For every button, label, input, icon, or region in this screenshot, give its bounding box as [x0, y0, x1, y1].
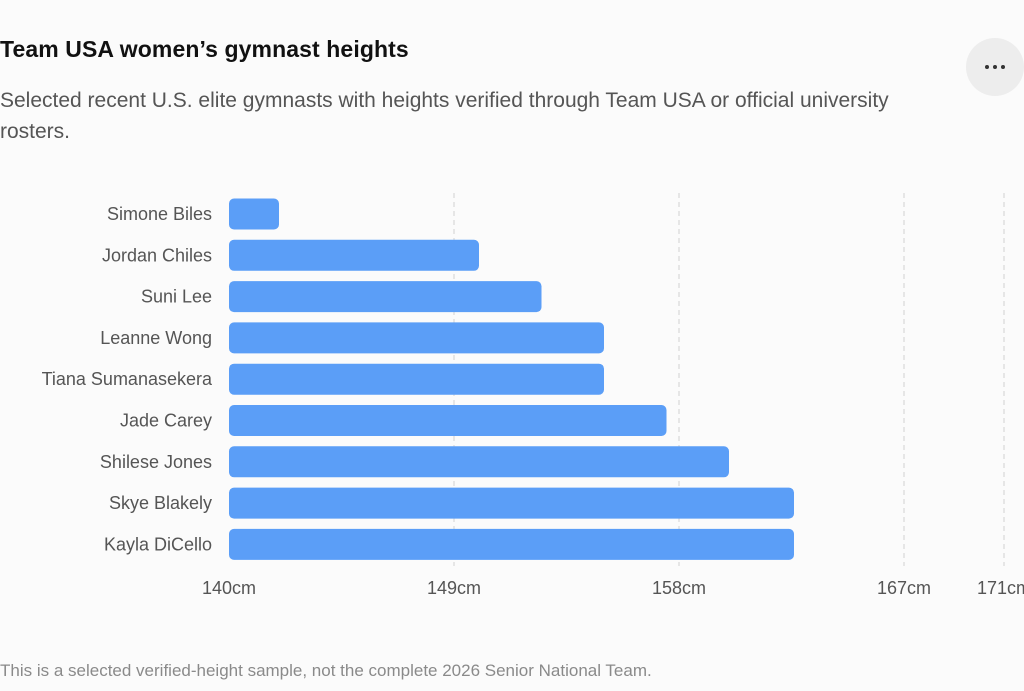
x-tick-label: 149cm [427, 578, 481, 598]
x-tick-label: 167cm [877, 578, 931, 598]
bar[interactable] [229, 363, 604, 395]
chart-subtitle: Selected recent U.S. elite gymnasts with… [0, 89, 889, 143]
more-options-button[interactable] [966, 38, 1024, 96]
bar[interactable] [229, 528, 794, 560]
x-tick-label: 158cm [652, 578, 706, 598]
category-label: Skye Blakely [109, 493, 212, 513]
category-label: Jade Carey [120, 411, 212, 431]
footnote: This is a selected verified-height sampl… [0, 661, 652, 680]
bars [229, 198, 794, 560]
chart-title: Team USA women’s gymnast heights [0, 36, 409, 62]
bar[interactable] [229, 281, 542, 313]
bar[interactable] [229, 487, 794, 519]
category-labels: Simone Biles Jordan Chiles Suni Lee Leanne … [42, 204, 213, 554]
x-tick-label: 171cm [977, 578, 1024, 598]
category-label: Suni Lee [141, 287, 212, 307]
category-label: Jordan Chiles [102, 245, 212, 265]
category-label: Tiana Sumanasekera [42, 369, 213, 389]
bar[interactable] [229, 405, 667, 436]
x-axis-tick-labels: 140cm 149cm 158cm 167cm 171cm [202, 578, 1024, 598]
bar[interactable] [229, 446, 729, 478]
x-tick-label: 140cm [202, 578, 256, 598]
bar[interactable] [229, 322, 604, 354]
category-label: Kayla DiCello [104, 534, 212, 554]
more-horizontal-icon [985, 65, 1005, 69]
bar-chart: Simone Biles Jordan Chiles Suni Lee Leanne … [42, 193, 1024, 598]
category-label: Leanne Wong [100, 328, 212, 348]
category-label: Simone Biles [107, 204, 212, 224]
bar[interactable] [229, 239, 479, 271]
bar[interactable] [229, 198, 279, 230]
category-label: Shilese Jones [100, 452, 212, 472]
